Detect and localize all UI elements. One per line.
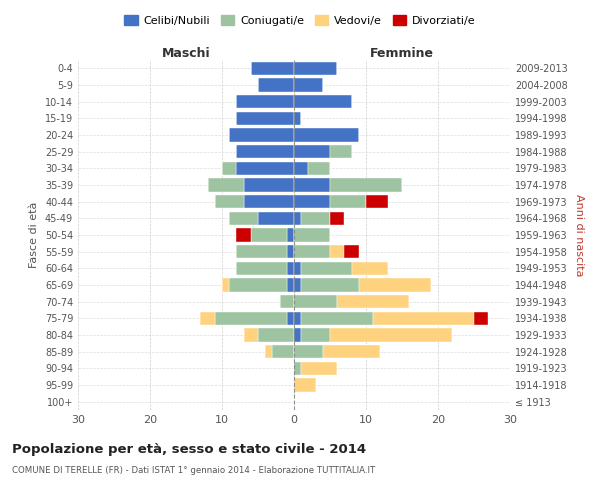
Bar xyxy=(294,328,301,342)
Bar xyxy=(301,312,373,325)
Bar xyxy=(294,145,330,158)
Bar xyxy=(236,95,294,108)
Bar xyxy=(366,195,388,208)
Bar xyxy=(236,145,294,158)
Bar xyxy=(359,278,431,291)
Bar xyxy=(294,228,330,241)
Bar xyxy=(280,295,294,308)
Bar xyxy=(344,245,359,258)
Bar xyxy=(258,78,294,92)
Bar xyxy=(244,328,258,342)
Bar xyxy=(287,228,294,241)
Bar xyxy=(294,95,352,108)
Bar xyxy=(330,195,366,208)
Bar xyxy=(265,345,272,358)
Bar xyxy=(294,162,308,175)
Bar xyxy=(229,128,294,141)
Bar xyxy=(236,245,287,258)
Bar xyxy=(330,145,352,158)
Bar xyxy=(258,328,294,342)
Bar xyxy=(301,328,330,342)
Bar xyxy=(373,312,474,325)
Bar xyxy=(294,295,337,308)
Bar xyxy=(352,262,388,275)
Bar xyxy=(251,62,294,75)
Bar xyxy=(229,278,287,291)
Text: Popolazione per età, sesso e stato civile - 2014: Popolazione per età, sesso e stato civil… xyxy=(12,442,366,456)
Bar xyxy=(330,328,452,342)
Bar xyxy=(200,312,215,325)
Text: COMUNE DI TERELLE (FR) - Dati ISTAT 1° gennaio 2014 - Elaborazione TUTTITALIA.IT: COMUNE DI TERELLE (FR) - Dati ISTAT 1° g… xyxy=(12,466,375,475)
Bar xyxy=(258,212,294,225)
Bar xyxy=(294,78,323,92)
Bar xyxy=(244,195,294,208)
Bar xyxy=(287,278,294,291)
Bar xyxy=(294,278,301,291)
Bar xyxy=(229,212,258,225)
Bar xyxy=(330,245,344,258)
Bar xyxy=(236,112,294,125)
Y-axis label: Fasce di età: Fasce di età xyxy=(29,202,39,268)
Bar xyxy=(337,295,409,308)
Bar xyxy=(236,262,287,275)
Bar xyxy=(222,162,236,175)
Bar xyxy=(208,178,244,192)
Bar xyxy=(294,262,301,275)
Bar xyxy=(294,345,323,358)
Bar xyxy=(294,378,316,392)
Bar xyxy=(222,278,229,291)
Bar xyxy=(294,128,359,141)
Text: Maschi: Maschi xyxy=(161,47,211,60)
Bar xyxy=(215,312,287,325)
Text: Femmine: Femmine xyxy=(370,47,434,60)
Bar xyxy=(301,212,330,225)
Bar xyxy=(330,212,344,225)
Bar xyxy=(287,262,294,275)
Bar xyxy=(323,345,380,358)
Bar xyxy=(294,195,330,208)
Bar xyxy=(287,245,294,258)
Bar xyxy=(301,362,337,375)
Bar xyxy=(474,312,488,325)
Bar xyxy=(244,178,294,192)
Bar xyxy=(236,228,251,241)
Legend: Celibi/Nubili, Coniugati/e, Vedovi/e, Divorziati/e: Celibi/Nubili, Coniugati/e, Vedovi/e, Di… xyxy=(120,10,480,30)
Bar xyxy=(287,312,294,325)
Bar xyxy=(294,362,301,375)
Bar xyxy=(301,278,359,291)
Bar xyxy=(308,162,330,175)
Bar xyxy=(272,345,294,358)
Bar xyxy=(294,62,337,75)
Bar xyxy=(294,112,301,125)
Bar xyxy=(294,178,330,192)
Bar xyxy=(215,195,244,208)
Bar xyxy=(236,162,294,175)
Bar xyxy=(294,212,301,225)
Bar xyxy=(330,178,402,192)
Bar xyxy=(294,312,301,325)
Bar xyxy=(251,228,287,241)
Bar xyxy=(301,262,352,275)
Y-axis label: Anni di nascita: Anni di nascita xyxy=(574,194,584,276)
Bar xyxy=(294,245,330,258)
